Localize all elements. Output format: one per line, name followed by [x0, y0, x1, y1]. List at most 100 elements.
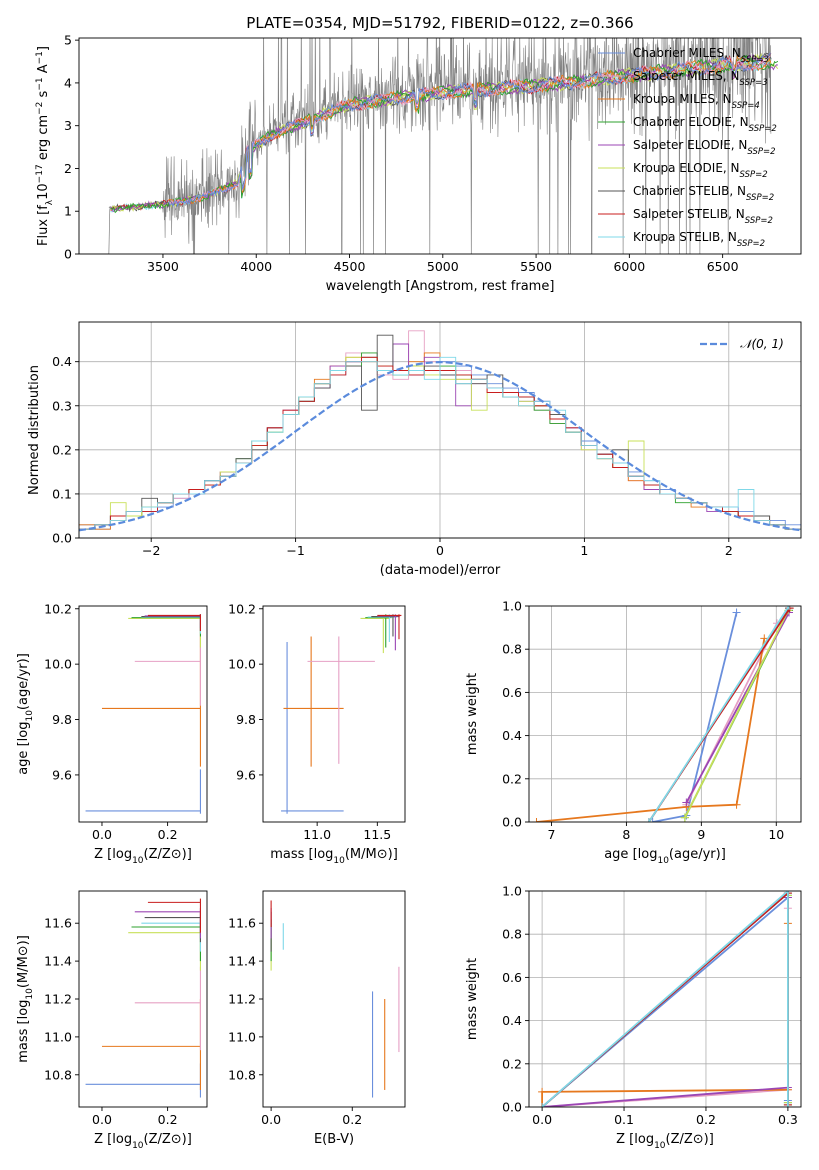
mass-vs-Z-ytick-label: 10.8	[44, 1067, 72, 1082]
weight-vs-age-xtick-label: 7	[548, 827, 556, 842]
weight-vs-Z-ytick-label: 0.2	[502, 1056, 522, 1071]
weight-vs-Z-frame	[528, 890, 802, 1108]
age-vs-mass-xtick-label: 11.5	[363, 827, 391, 842]
weight-vs-age-xtick-label: 10	[768, 827, 784, 842]
weight-vs-age-series-kroupa-stelib	[648, 606, 790, 822]
age-vs-Z-ytick-label: 9.6	[52, 767, 72, 782]
weight-vs-age-marker	[680, 813, 689, 822]
weight-vs-Z-xtick-label: 0.1	[614, 1112, 634, 1127]
weight-vs-Z-marker	[783, 1103, 792, 1107]
spectrum-xtick-label: 4000	[240, 259, 272, 274]
weight-vs-Z-marker	[538, 1103, 547, 1107]
age-vs-Z-xtick-label: 0.0	[92, 827, 112, 842]
weight-vs-Z-xtick-label: 0.0	[532, 1112, 552, 1127]
mass-vs-ebv-frame	[262, 890, 406, 1108]
spectrum-legend: Chabrier MILES, NSSP=3 Salpeter MILES, NS…	[598, 46, 777, 249]
age-vs-mass-ytick-label: 10.2	[228, 601, 256, 616]
spectrum-model-kroupa-miles	[168, 55, 772, 204]
spectrum-model-chabrier-elodie	[110, 54, 779, 214]
residuals-ytick-label: 0.2	[52, 442, 72, 457]
residuals-xtick-label: −2	[142, 543, 160, 558]
weight-vs-Z-ytick-label: 0.6	[502, 970, 522, 985]
weight-vs-age-frame	[528, 605, 802, 823]
mass-vs-Z-ytick-label: 11.4	[44, 954, 72, 969]
age-vs-Z-plot	[85, 614, 201, 814]
mass-vs-Z-plot	[85, 898, 201, 1098]
weight-vs-Z-xlabel: Z [log10(Z/Z⊙)]	[616, 1132, 714, 1151]
weight-vs-age-marker	[785, 606, 794, 610]
age-vs-Z-xtick-label: 0.2	[158, 827, 178, 842]
legend-label: Chabrier STELIB, NSSP=2	[633, 184, 774, 203]
residuals-xtick-label: −1	[286, 543, 304, 558]
weight-vs-age-marker	[682, 798, 691, 807]
histogram-kroupa-stelib	[79, 356, 801, 538]
age-vs-Z-ytick-label: 10.2	[44, 601, 72, 616]
weight-vs-age-ytick-label: 0.4	[502, 728, 522, 743]
weight-vs-age-series-kroupa-miles	[536, 638, 766, 822]
weight-vs-age-axes: 7 8 9 10 0.0 0.2 0.4 0.6 0.8 1.0	[502, 599, 801, 842]
mass-vs-ebv-ytick-label: 11.6	[228, 916, 256, 931]
spectrum-ytick-label: 5	[64, 33, 72, 48]
mass-vs-ebv-ytick-label: 11.2	[228, 992, 256, 1007]
age-vs-mass-plot	[281, 614, 402, 814]
spectrum-xtick-label: 6000	[613, 259, 645, 274]
mass-vs-Z-ytick-label: 11.0	[44, 1029, 72, 1044]
mass-vs-Z-xlabel: Z [log10(Z/Z⊙)]	[94, 1132, 192, 1151]
age-vs-mass-ytick-label: 9.6	[236, 767, 256, 782]
spectrum-ytick-label: 1	[64, 204, 72, 219]
mass-vs-Z-xtick-label: 0.0	[92, 1112, 112, 1127]
spectrum-xlabel: wavelength [Angstrom, rest frame]	[326, 279, 555, 294]
mass-vs-ebv-xtick-label: 0.0	[261, 1112, 281, 1127]
legend-label: Kroupa ELODIE, NSSP=2	[633, 161, 768, 180]
weight-vs-age-ylabel: mass weight	[465, 673, 480, 755]
weight-vs-age-marker	[644, 818, 653, 822]
residuals-xtick-label: 2	[725, 543, 733, 558]
mass-vs-Z-frame	[78, 890, 208, 1108]
weight-vs-age-xtick-label: 9	[697, 827, 705, 842]
age-vs-mass-xtick-label: 11.0	[303, 827, 331, 842]
weight-vs-age-ytick-label: 0.6	[502, 685, 522, 700]
mass-vs-ebv-axes: 0.0 0.2 10.8 11.0 11.2 11.4 11.6	[228, 916, 362, 1127]
mass-vs-ebv-ytick-label: 10.8	[228, 1067, 256, 1082]
legend-label: Salpeter ELODIE, NSSP=2	[633, 138, 776, 157]
residuals-ytick-label: 0.0	[52, 531, 72, 546]
residuals-ytick-label: 0.1	[52, 486, 72, 501]
spectrum-plot	[79, 38, 779, 254]
spectrum-ytick-label: 3	[64, 118, 72, 133]
weight-vs-Z-series-kroupa-miles	[541, 923, 789, 1107]
weight-vs-Z-marker	[783, 891, 792, 895]
spectrum-data-line	[108, 38, 772, 254]
spectrum-frame	[78, 37, 802, 255]
weight-vs-age-series-kroupa-elodie	[684, 609, 790, 819]
weight-vs-age-marker	[732, 800, 741, 809]
weight-vs-Z-ytick-label: 0.4	[502, 1013, 522, 1028]
mass-vs-Z-ylabel: mass [log10(M/M⊙)]	[16, 935, 35, 1063]
legend-label: Kroupa STELIB, NSSP=2	[633, 230, 765, 249]
age-vs-mass-ytick-label: 10.0	[228, 657, 256, 672]
age-vs-mass-ytick-label: 9.8	[236, 712, 256, 727]
legend-label: Kroupa MILES, NSSP=4	[633, 92, 760, 111]
mass-vs-ebv-ytick-label: 11.0	[228, 1029, 256, 1044]
legend-label: Chabrier ELODIE, NSSP=2	[633, 115, 777, 134]
mass-vs-Z-axes: 0.0 0.2 10.8 11.0 11.2 11.4 11.6	[44, 916, 177, 1127]
age-vs-Z-xlabel: Z [log10(Z/Z⊙)]	[94, 847, 192, 866]
spectrum-model-chabrier-miles	[168, 53, 771, 208]
spectrum-ytick-label: 2	[64, 161, 72, 176]
weight-vs-Z-marker	[538, 1087, 547, 1096]
spectrum-ytick-label: 4	[64, 75, 72, 90]
weight-vs-age-ytick-label: 0.8	[502, 642, 522, 657]
figure-title: PLATE=0354, MJD=51792, FIBERID=0122, z=0…	[246, 14, 633, 32]
residuals-ytick-label: 0.3	[52, 398, 72, 413]
residuals-xlabel: (data-model)/error	[380, 563, 501, 578]
weight-vs-Z-ytick-label: 1.0	[502, 884, 522, 899]
spectrum-xtick-label: 5000	[427, 259, 459, 274]
spectrum-ylabel: Flux [fλ10−17 erg cm−2 s−1 A−1]	[35, 46, 55, 246]
weight-vs-age-ytick-label: 1.0	[502, 599, 522, 614]
spectrum-xtick-label: 3500	[147, 259, 179, 274]
age-vs-Z-ytick-label: 10.0	[44, 657, 72, 672]
spectrum-xtick-label: 4500	[334, 259, 366, 274]
legend-label: Chabrier MILES, NSSP=3	[633, 46, 769, 65]
legend-label: Salpeter STELIB, NSSP=2	[633, 207, 773, 226]
residuals-ylabel-fixed: Normed distribution	[27, 365, 42, 495]
